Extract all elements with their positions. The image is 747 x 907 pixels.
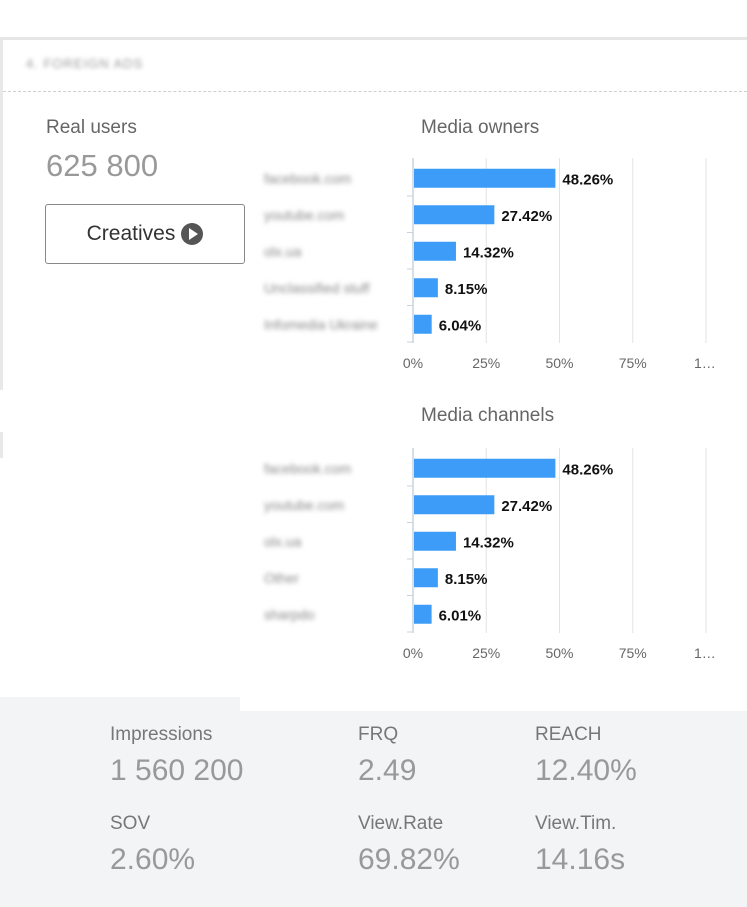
media-owners-title: Media owners xyxy=(421,117,540,138)
data-label: 14.32% xyxy=(463,534,514,551)
play-icon xyxy=(181,223,204,245)
category-label: youtube.com xyxy=(264,497,344,513)
bar xyxy=(414,314,432,334)
x-tick-label: 1… xyxy=(694,645,716,661)
media-channels-title: Media channels xyxy=(421,405,555,426)
metric-view-time-value: 14.16s xyxy=(535,843,626,876)
category-label: Other xyxy=(264,570,299,586)
real-users-value: 625 800 xyxy=(46,148,159,183)
metrics-panel-notch xyxy=(240,697,747,711)
data-label: 6.04% xyxy=(439,317,482,334)
x-tick-label: 1… xyxy=(694,355,716,371)
category-label: sharpdo xyxy=(264,606,315,622)
x-tick-label: 25% xyxy=(472,645,500,661)
bar xyxy=(414,458,556,478)
bar xyxy=(414,205,495,225)
metric-frq-label: FRQ xyxy=(358,724,399,745)
section-divider xyxy=(3,91,747,92)
bar xyxy=(414,168,556,188)
media-owners-chart: facebook.com 48.26% youtube.com 27.42% olx.u… xyxy=(264,158,716,371)
x-tick-label: 0% xyxy=(403,645,423,661)
panel-left-border xyxy=(0,40,3,390)
data-label: 8.15% xyxy=(445,281,488,298)
data-label: 48.26% xyxy=(562,461,613,478)
metric-view-time-label: View.Tim. xyxy=(535,813,617,834)
data-label: 6.01% xyxy=(439,607,482,624)
x-tick-label: 75% xyxy=(619,645,647,661)
category-label: olx.ua xyxy=(264,533,302,549)
x-tick-label: 0% xyxy=(403,355,423,371)
top-divider xyxy=(0,37,747,40)
data-label: 14.32% xyxy=(463,244,514,261)
data-label: 27.42% xyxy=(501,498,552,515)
x-tick-label: 25% xyxy=(472,355,500,371)
category-label: facebook.com xyxy=(264,460,351,476)
category-label: youtube.com xyxy=(264,207,344,223)
metric-view-rate-value: 69.82% xyxy=(358,843,460,876)
panel-left-marker xyxy=(0,432,3,458)
creatives-button-label: Creatives xyxy=(86,222,176,245)
data-label: 8.15% xyxy=(445,571,488,588)
metric-impressions-label: Impressions xyxy=(110,724,213,745)
category-label: Infomedia Ukraine xyxy=(264,316,378,332)
metrics-panel xyxy=(0,697,747,907)
bar xyxy=(414,531,456,551)
metric-impressions-value: 1 560 200 xyxy=(110,754,244,787)
category-label: facebook.com xyxy=(264,170,351,186)
metric-view-rate-label: View.Rate xyxy=(358,813,444,834)
creatives-button[interactable]: Creatives xyxy=(45,204,245,264)
media-channels-chart: facebook.com 48.26% youtube.com 27.42% olx.u… xyxy=(264,448,716,661)
category-label: olx.ua xyxy=(264,243,302,259)
metric-sov-value: 2.60% xyxy=(110,843,196,876)
metric-sov-label: SOV xyxy=(110,813,151,834)
bar xyxy=(414,241,456,261)
data-label: 27.42% xyxy=(501,208,552,225)
data-label: 48.26% xyxy=(562,171,613,188)
x-tick-label: 75% xyxy=(619,355,647,371)
category-label: Unclassified stuff xyxy=(264,280,370,296)
real-users-label: Real users xyxy=(46,117,137,138)
metric-frq-value: 2.49 xyxy=(358,754,417,787)
bar xyxy=(414,568,438,588)
metric-reach-label: REACH xyxy=(535,724,602,745)
metric-reach-value: 12.40% xyxy=(535,754,637,787)
section-title: 4. FOREIGN ADS xyxy=(26,56,144,71)
x-tick-label: 50% xyxy=(545,355,573,371)
bar xyxy=(414,495,495,515)
bar xyxy=(414,278,438,298)
x-tick-label: 50% xyxy=(545,645,573,661)
bar xyxy=(414,604,432,624)
